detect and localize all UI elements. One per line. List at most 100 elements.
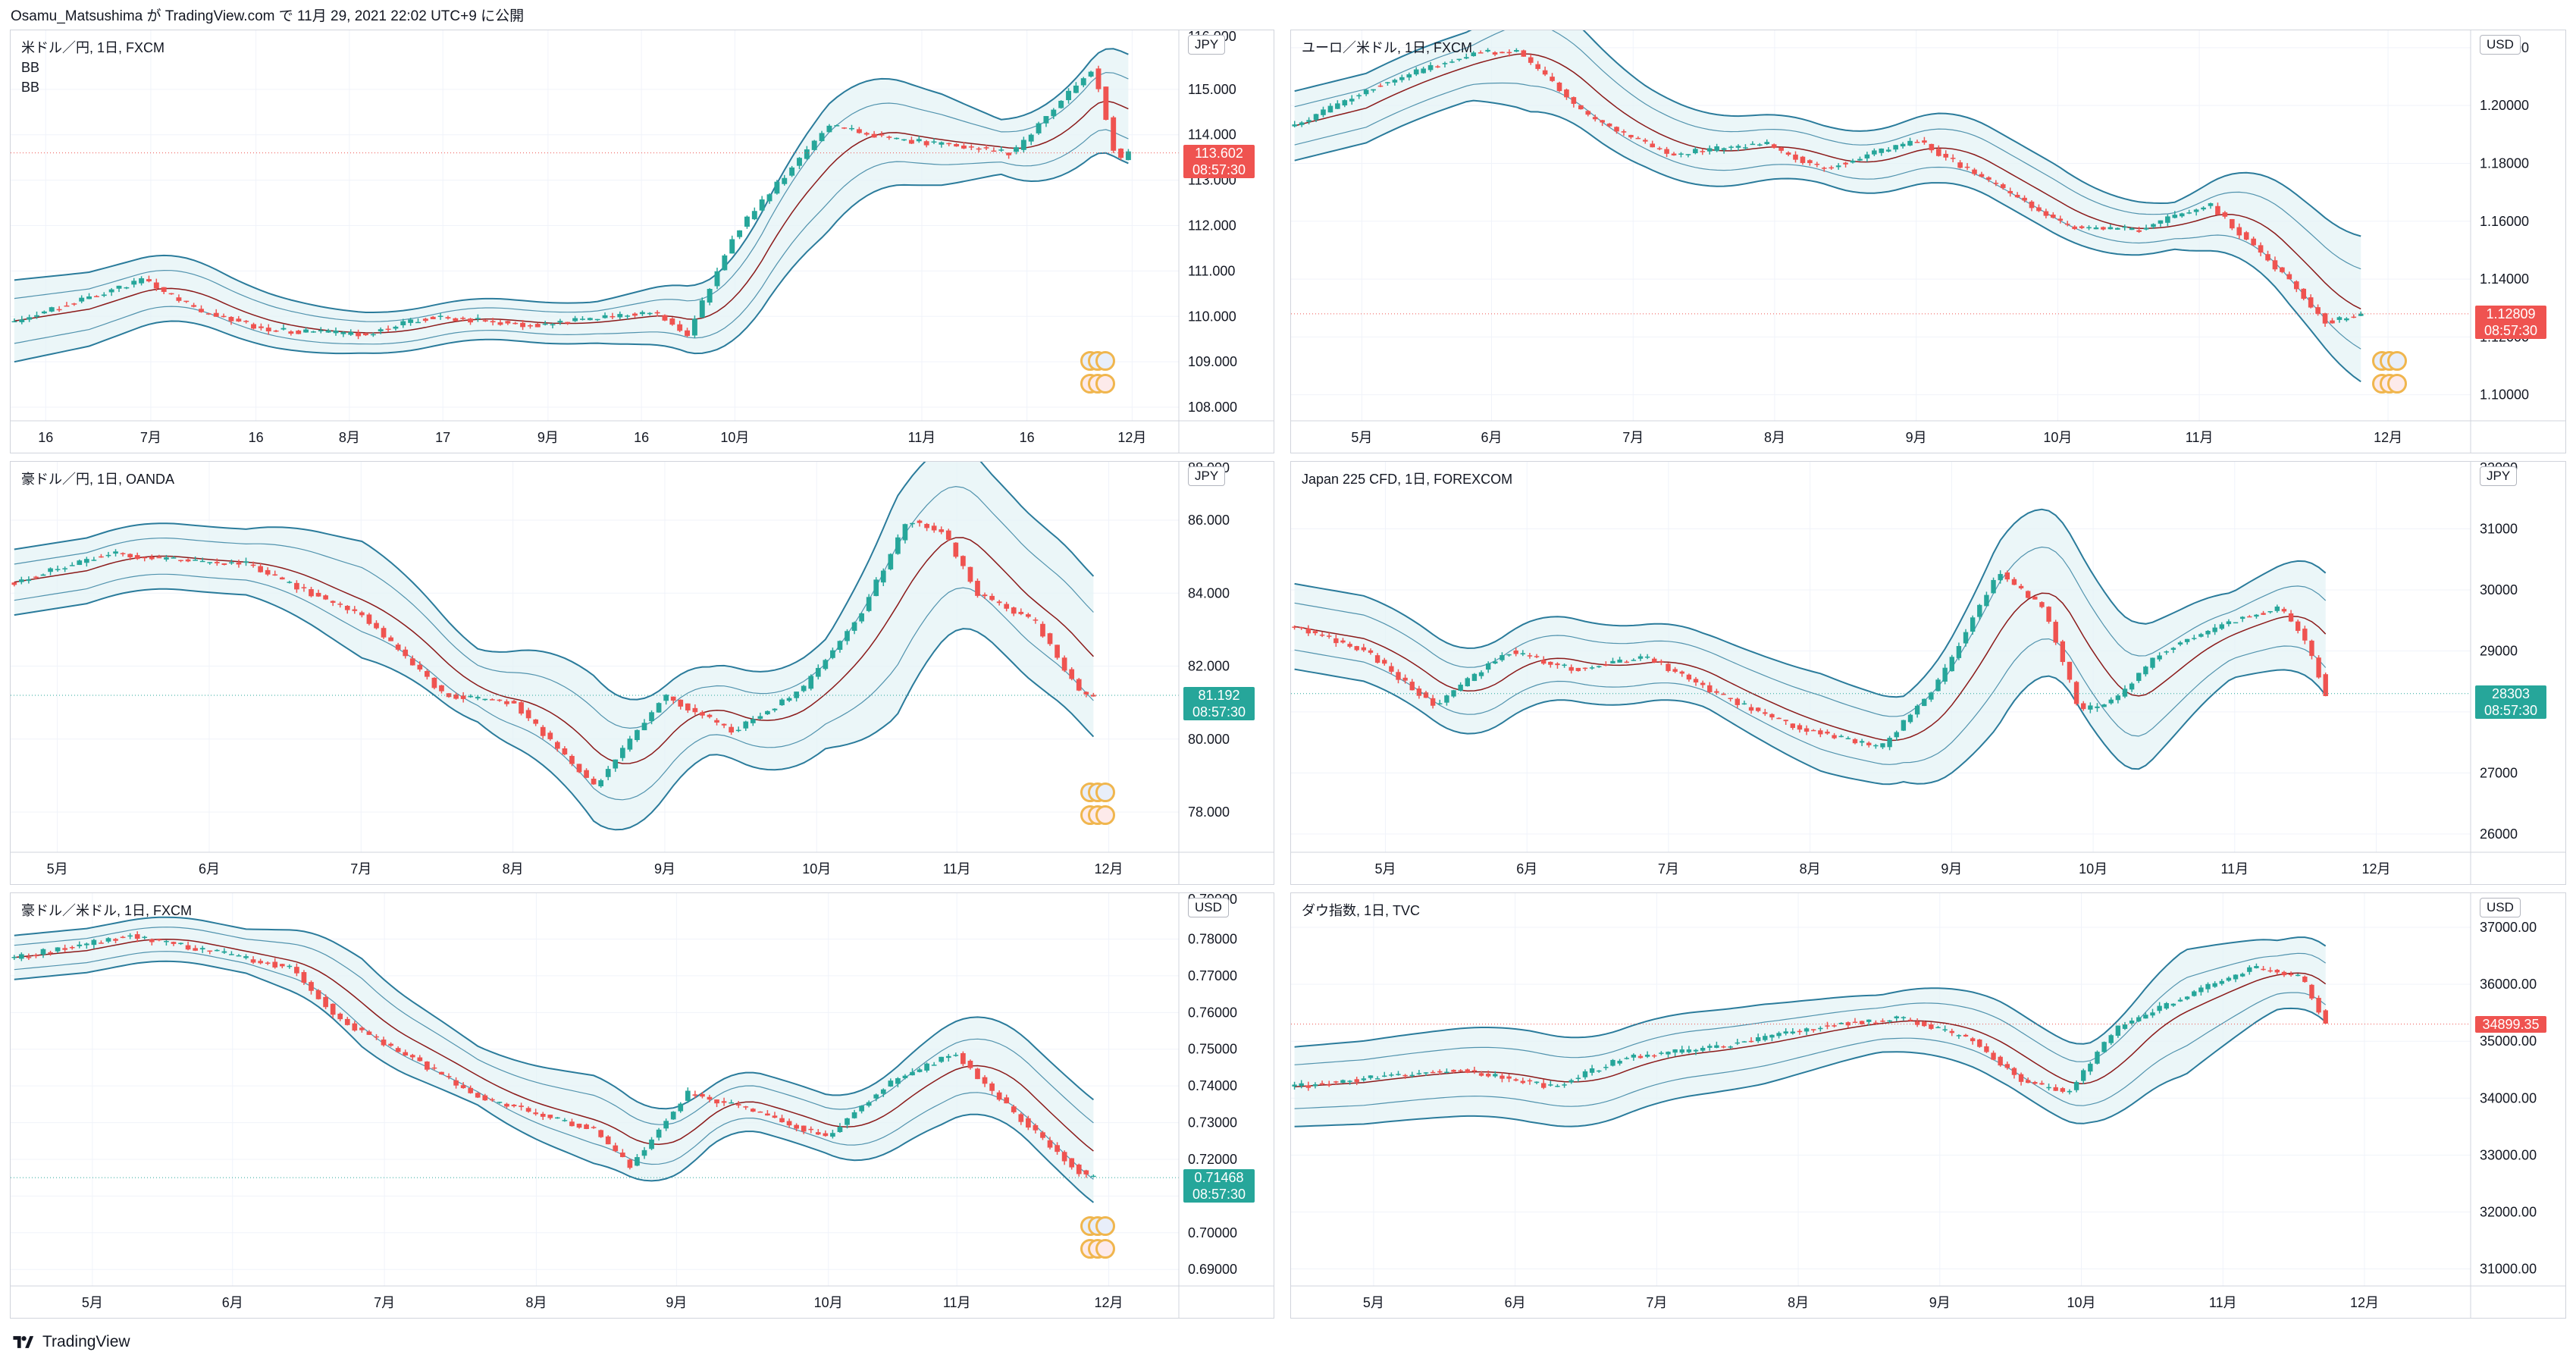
x-tick-label: 6月 <box>1481 430 1503 445</box>
chart-panel-audusd[interactable]: 0.690000.700000.710000.720000.730000.740… <box>10 892 1274 1319</box>
indicator-label[interactable]: BB <box>21 60 40 75</box>
candle-body <box>258 566 263 572</box>
chart-panel-usdjpy[interactable]: 108.000 109.000 110.000 111.000 112.000 113.0… <box>10 30 1274 453</box>
candle-body <box>2254 966 2259 968</box>
candle-body <box>617 314 623 318</box>
candle-body <box>534 324 541 328</box>
candle-body <box>127 554 133 557</box>
candle-body <box>301 587 307 588</box>
candle-body <box>670 1112 676 1120</box>
candle-body <box>1069 669 1075 679</box>
candle-body <box>841 127 848 129</box>
candle-body <box>1707 1046 1713 1048</box>
candle-body <box>183 300 190 303</box>
candle-body <box>1714 1045 1719 1048</box>
candle-body <box>1873 1022 1879 1024</box>
candle-body <box>400 321 406 325</box>
y-tick-label: 115.000 <box>1188 82 1236 97</box>
economic-event-flag-icon[interactable] <box>1095 1216 1115 1236</box>
x-tick-label: 12月 <box>2350 1295 2379 1310</box>
indicator-label[interactable]: BB <box>21 80 40 95</box>
currency-unit-badge[interactable]: JPY <box>1188 35 1226 55</box>
x-tick-label: 11月 <box>943 861 971 877</box>
candle-body <box>468 695 474 698</box>
y-tick-label: 0.77000 <box>1188 968 1237 983</box>
bb-upper-inner <box>1294 546 2327 717</box>
candle-body <box>422 318 428 321</box>
candle-body <box>288 331 294 334</box>
candle-body <box>1757 144 1763 146</box>
candle-body <box>910 522 915 525</box>
candle-body <box>895 1078 901 1084</box>
y-tick-label: 1.20000 <box>2480 98 2529 113</box>
candle-body <box>924 524 929 528</box>
candle-body <box>142 936 148 939</box>
economic-event-flag-icon[interactable] <box>1095 351 1115 371</box>
candle-body <box>692 707 698 713</box>
x-tick-label: 10月 <box>2067 1295 2096 1310</box>
chart-panel-nikkei[interactable]: 260002700028000290003000031000320005月6月7… <box>1290 461 2566 885</box>
economic-event-flag-icon[interactable] <box>2387 374 2407 394</box>
candle-body <box>1750 143 1756 146</box>
candle-body <box>1852 1021 1858 1024</box>
candle-body <box>1028 134 1034 142</box>
candle-body <box>714 271 720 287</box>
candle-body <box>540 726 546 736</box>
x-tick-label: 11月 <box>2186 430 2214 445</box>
candle-body <box>1374 1078 1380 1080</box>
x-tick-label: 8月 <box>339 430 360 445</box>
bb-lower <box>14 152 1129 363</box>
candle-body <box>453 1080 459 1086</box>
candle-body <box>2088 1063 2093 1072</box>
economic-event-flag-icon[interactable] <box>1095 374 1115 394</box>
currency-unit-badge[interactable]: JPY <box>2480 466 2518 486</box>
candle-body <box>318 330 324 331</box>
candle-body <box>916 139 922 142</box>
candle-body <box>2198 634 2204 637</box>
candle-body <box>2261 613 2266 615</box>
candle-body <box>86 296 92 300</box>
bb-basis <box>14 537 1094 764</box>
candle-body <box>228 316 234 321</box>
economic-event-flag-icon[interactable] <box>2387 351 2407 371</box>
candle-body <box>243 561 249 563</box>
currency-unit-badge[interactable]: USD <box>1188 898 1229 917</box>
economic-event-flag-icon[interactable] <box>1095 782 1115 802</box>
candle-body <box>772 1115 778 1118</box>
candle-body <box>296 331 302 334</box>
candle-body <box>866 597 872 611</box>
candle-body <box>2316 998 2321 1013</box>
candle-body <box>1949 657 1954 672</box>
candle-body <box>975 1068 980 1080</box>
bb-upper <box>1294 936 2327 1048</box>
candle-body <box>1659 1052 1664 1054</box>
currency-unit-badge[interactable]: USD <box>2480 35 2521 55</box>
chart-panel-eurusd[interactable]: 1.100001.120001.140001.160001.180001.200… <box>1290 30 2566 453</box>
candle-body <box>859 613 864 622</box>
candle-body <box>1451 1069 1456 1072</box>
candle-body <box>49 307 55 312</box>
chart-panel-audjpy[interactable]: 78.00080.00082.00084.00086.00088.0005月6月… <box>10 461 1274 885</box>
candle-body <box>968 146 974 148</box>
chart-legend[interactable]: 豪ドル／円, 1日, OANDA <box>21 469 174 489</box>
chart-panel-dow[interactable]: 31000.00 32000.00 33000.00 34000.00 35000.00… <box>1290 892 2566 1319</box>
candle-body <box>782 177 788 184</box>
chart-legend[interactable]: Japan 225 CFD, 1日, FOREXCOM <box>1302 469 1512 489</box>
candle-body <box>1568 666 1574 671</box>
last-price-badge: 81.192 08:57:30 <box>1183 687 1255 721</box>
chart-legend[interactable]: ユーロ／米ドル, 1日, FXCM <box>1302 38 1472 58</box>
candle-body <box>815 667 821 677</box>
economic-event-flag-icon[interactable] <box>1095 805 1115 825</box>
currency-unit-badge[interactable]: JPY <box>1188 466 1226 486</box>
chart-legend[interactable]: ダウ指数, 1日, TVC <box>1302 901 1420 920</box>
currency-unit-badge[interactable]: USD <box>2480 898 2521 917</box>
candle-body <box>2288 613 2294 622</box>
candle-body <box>2032 596 2038 600</box>
x-tick-label: 8月 <box>503 861 524 877</box>
candle-body <box>2243 232 2249 240</box>
chart-legend[interactable]: 米ドル／円, 1日, FXCM BB BB <box>21 38 165 97</box>
chart-legend[interactable]: 豪ドル／米ドル, 1日, FXCM <box>21 901 192 920</box>
footer[interactable]: TradingView <box>11 1328 130 1356</box>
candle-body <box>1033 619 1039 621</box>
economic-event-flag-icon[interactable] <box>1095 1239 1115 1259</box>
